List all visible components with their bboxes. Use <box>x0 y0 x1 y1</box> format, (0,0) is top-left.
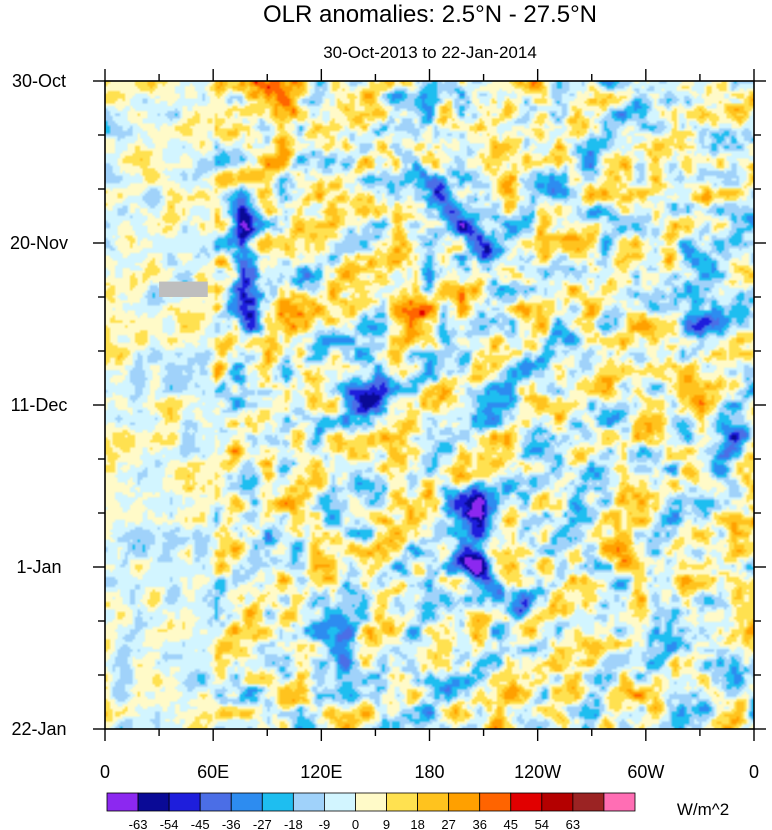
x-axis: 0 60E 120E 180 120W 60W 0 <box>100 69 759 782</box>
x-tick-label: 120W <box>514 762 561 782</box>
colorbar-level-label: 9 <box>383 817 390 830</box>
colorbar-level-label: 0 <box>352 817 359 830</box>
y-tick-label: 22-Jan <box>11 719 66 739</box>
colorbar-level-label: 18 <box>410 817 424 830</box>
colorbar-level-label: -63 <box>129 817 148 830</box>
colorbar-level-label: -54 <box>160 817 179 830</box>
heatmap-field <box>105 81 754 729</box>
y-tick-label: 1-Jan <box>16 557 61 577</box>
x-tick-label: 180 <box>414 762 444 782</box>
x-tick-label: 60E <box>197 762 229 782</box>
colorbar-swatch <box>417 792 450 812</box>
colorbar-swatch <box>230 792 263 812</box>
colorbar-swatch <box>479 792 512 812</box>
colorbar-swatch <box>603 792 636 812</box>
colorbar-level-label: -45 <box>191 817 210 830</box>
colorbar-swatch <box>168 792 201 812</box>
colorbar-swatch <box>355 792 387 812</box>
colorbar-level-label: 54 <box>535 817 549 830</box>
colorbar-level-label: -9 <box>319 817 331 830</box>
colorbar-swatch <box>541 792 574 812</box>
colorbar-level-label: 36 <box>472 817 486 830</box>
x-tick-label: 60W <box>627 762 664 782</box>
colorbar-swatch <box>292 792 325 812</box>
colorbar-swatch <box>137 792 170 812</box>
plot-area <box>104 80 755 730</box>
colorbar-swatch <box>386 792 418 812</box>
x-tick-label: 120E <box>300 762 342 782</box>
colorbar: -63 -54 -45 -36 -27 -18 -9 0 9 18 27 36 45 54 63 <box>106 792 636 830</box>
x-tick-label: 0 <box>100 762 110 782</box>
colorbar-swatch <box>448 792 481 812</box>
colorbar-level-label: 63 <box>566 817 580 830</box>
colorbar-swatch <box>199 792 232 812</box>
chart-title: OLR anomalies: 2.5°N - 27.5°N <box>263 1 597 28</box>
y-tick-label: 11-Dec <box>11 395 68 415</box>
colorbar-swatch <box>510 792 543 812</box>
missing-data-patch <box>159 281 208 297</box>
colorbar-level-label: -27 <box>253 817 272 830</box>
y-tick-label: 30-Oct <box>12 71 66 91</box>
colorbar-units: W/m^2 <box>677 800 729 819</box>
chart-subtitle: 30-Oct-2013 to 22-Jan-2014 <box>323 43 537 62</box>
colorbar-level-label: -18 <box>284 817 303 830</box>
colorbar-swatch <box>572 792 605 812</box>
colorbar-swatch <box>106 792 139 812</box>
colorbar-swatch <box>324 792 356 812</box>
x-tick-label: 0 <box>749 762 759 782</box>
colorbar-level-label: 27 <box>441 817 455 830</box>
y-tick-label: 20-Nov <box>10 233 68 253</box>
y-axis: 30-Oct 20-Nov 11-Dec 1-Jan 22-Jan <box>10 71 766 739</box>
colorbar-swatch <box>261 792 294 812</box>
colorbar-level-label: -36 <box>222 817 241 830</box>
colorbar-level-label: 45 <box>504 817 518 830</box>
